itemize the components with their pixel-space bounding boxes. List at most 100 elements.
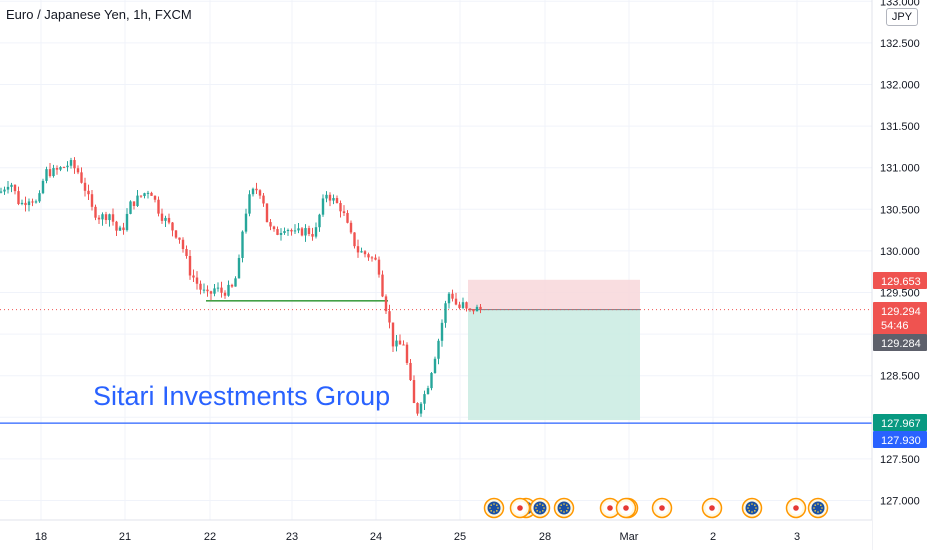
y-tick-label: 131.000 <box>880 163 920 175</box>
candle-body <box>192 275 195 278</box>
candle-body <box>363 251 367 255</box>
candle-body <box>269 222 272 227</box>
candle-body <box>129 201 132 214</box>
position-target-zone[interactable] <box>468 309 640 421</box>
candle-body <box>146 192 150 194</box>
candle-body <box>223 292 227 296</box>
eu-star <box>496 504 498 506</box>
eu-star <box>493 511 495 513</box>
candle-body <box>90 194 94 207</box>
eu-star <box>821 507 823 509</box>
price-label-prev: 129.284 <box>881 338 921 350</box>
candle-body <box>468 308 472 310</box>
eu-star <box>539 503 541 505</box>
currency-badge[interactable]: JPY <box>886 8 918 26</box>
candle-body <box>258 190 262 196</box>
eu-star <box>542 510 544 512</box>
candle-body <box>157 199 160 214</box>
eu-star <box>536 504 538 506</box>
price-label-last: 129.294 <box>881 306 921 318</box>
candle-body <box>174 230 178 238</box>
candle-body <box>346 213 349 223</box>
candle-body <box>104 214 108 221</box>
candle-body <box>461 302 465 308</box>
y-tick-label: 133.000 <box>880 0 920 8</box>
eu-star <box>751 511 753 513</box>
candle-body <box>101 214 104 220</box>
candle-body <box>458 304 461 308</box>
y-tick-label: 130.000 <box>880 246 920 258</box>
candle-body <box>293 230 297 232</box>
candle-body <box>314 227 318 237</box>
candle-body <box>475 306 479 312</box>
eu-star <box>489 507 491 509</box>
jp-flag-dot <box>607 505 613 511</box>
candle-body <box>304 228 307 236</box>
candle-body <box>419 403 423 414</box>
candle-body <box>122 227 125 231</box>
y-tick-label: 131.500 <box>880 121 920 133</box>
position-stop-zone[interactable] <box>468 279 640 310</box>
x-tick-label: 25 <box>454 531 466 543</box>
candle-body <box>367 254 370 258</box>
eu-star <box>496 510 498 512</box>
price-label-box-prev <box>873 334 927 351</box>
price-label-countdown: 54:46 <box>881 320 909 332</box>
eu-star <box>748 510 750 512</box>
eu-star <box>563 503 565 505</box>
candle-body <box>136 195 139 206</box>
candle-body <box>202 289 206 291</box>
candle-body <box>300 228 304 236</box>
candle-body <box>185 249 188 256</box>
candle-body <box>374 257 377 260</box>
eu-star <box>566 504 568 506</box>
candle-body <box>440 322 444 341</box>
y-tick-label: 128.500 <box>880 371 920 383</box>
candle-body <box>132 201 136 206</box>
candle-body <box>262 195 265 204</box>
candle-body <box>437 340 440 359</box>
candle-body <box>80 172 83 183</box>
candle-body <box>41 180 45 194</box>
candle-body <box>279 232 283 235</box>
candle-body <box>220 287 223 293</box>
candle-body <box>353 232 356 247</box>
candle-body <box>251 188 255 195</box>
candle-body <box>0 191 3 193</box>
eu-star <box>543 507 545 509</box>
x-tick-label: 28 <box>539 531 551 543</box>
candle-body <box>335 198 339 204</box>
candle-body <box>241 231 244 258</box>
candle-body <box>143 193 146 197</box>
candle-body <box>339 203 342 212</box>
candle-body <box>454 298 458 305</box>
candle-body <box>342 211 346 214</box>
chart-title: Euro / Japanese Yen, 1h, FXCM <box>6 7 192 22</box>
jp-flag-dot <box>623 505 629 511</box>
candle-body <box>125 213 129 231</box>
candle-body <box>209 291 213 294</box>
candle-body <box>213 288 216 294</box>
candle-body <box>237 257 241 279</box>
candle-body <box>108 214 111 221</box>
eu-star <box>560 504 562 506</box>
jp-flag-dot <box>517 505 523 511</box>
candle-body <box>290 229 293 232</box>
candle-body <box>433 358 437 374</box>
x-tick-label: 18 <box>35 531 47 543</box>
candle-body <box>395 340 398 347</box>
y-tick-label: 132.000 <box>880 80 920 92</box>
y-tick-label: 127.500 <box>880 454 920 466</box>
jp-flag-dot <box>793 505 799 511</box>
eu-star <box>567 507 569 509</box>
candle-body <box>13 184 17 192</box>
jp-flag-dot <box>709 505 715 511</box>
candle-body <box>286 229 290 232</box>
time-axis[interactable] <box>0 520 872 550</box>
candle-body <box>255 188 258 191</box>
candle-body <box>465 302 468 309</box>
candle-body <box>412 380 416 404</box>
candle-body <box>59 167 62 170</box>
candle-body <box>62 167 66 169</box>
